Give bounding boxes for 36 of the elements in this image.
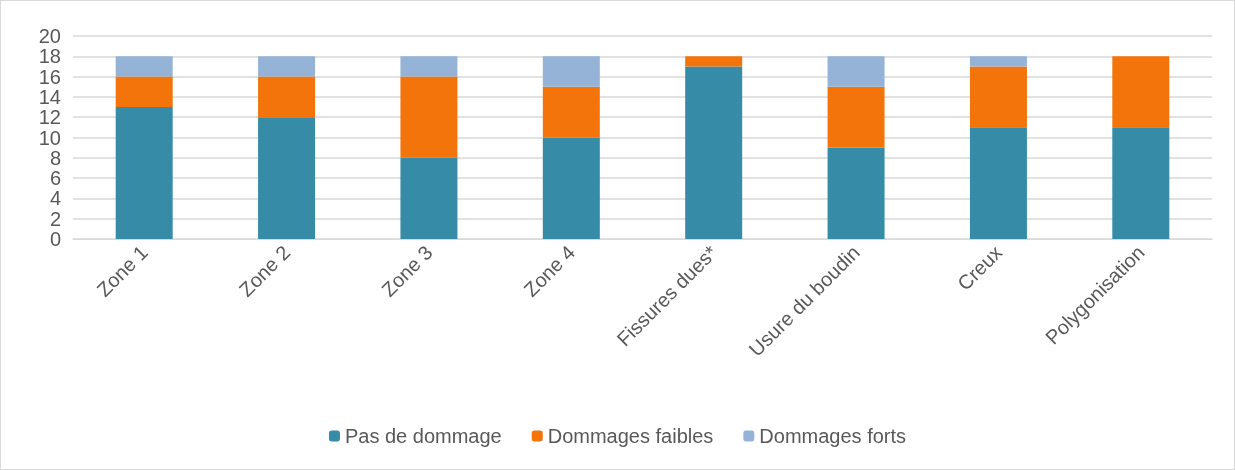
y-tick-label: 12 — [38, 106, 61, 129]
y-tick-label: 14 — [38, 85, 61, 108]
y-tick-label: 0 — [49, 228, 61, 250]
legend-label: Dommages faibles — [547, 425, 714, 447]
y-tick-label: 18 — [38, 45, 61, 68]
y-tick-label: 16 — [38, 65, 61, 88]
bar — [969, 66, 1027, 128]
bar — [827, 147, 885, 239]
bar — [400, 56, 458, 77]
y-tick-label: 8 — [49, 146, 61, 169]
y-tick-label: 10 — [38, 126, 61, 149]
bar — [685, 56, 743, 67]
bar — [542, 137, 600, 239]
y-tick-label: 4 — [49, 187, 61, 210]
bar — [115, 107, 173, 239]
y-tick-label: 20 — [38, 25, 61, 47]
y-tick-label: 6 — [49, 167, 61, 190]
legend-label: Pas de dommage — [344, 425, 502, 447]
bar — [685, 66, 743, 239]
bar — [115, 56, 173, 77]
y-tick-label: 2 — [49, 207, 61, 230]
bar — [969, 127, 1027, 239]
bar — [1112, 127, 1170, 239]
bar — [969, 56, 1027, 67]
bar — [400, 76, 458, 158]
bar — [827, 86, 885, 148]
bar — [258, 117, 316, 239]
legend-label: Dommages forts — [759, 425, 907, 447]
bar — [827, 56, 885, 87]
bar — [542, 56, 600, 87]
bar — [400, 157, 458, 239]
bar — [258, 76, 316, 118]
bar — [542, 86, 600, 138]
bar — [258, 56, 316, 77]
bar — [1112, 56, 1170, 128]
bar — [115, 76, 173, 108]
